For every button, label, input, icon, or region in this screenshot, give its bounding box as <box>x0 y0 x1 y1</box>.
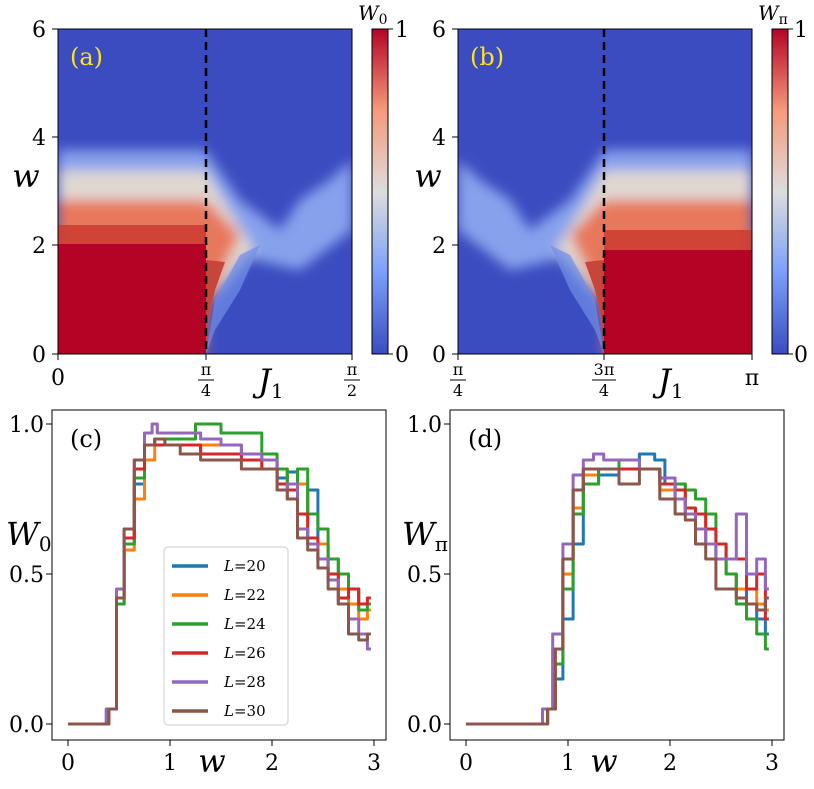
legend-label-1: L=22 <box>223 586 266 604</box>
panel-d-plot <box>466 452 769 726</box>
panel-a-cbar-1: 1 <box>395 18 409 43</box>
panel-a-ytick-4: 4 <box>32 126 46 151</box>
panel-d-series-L-24 <box>466 458 769 726</box>
panel-b-heatmap <box>458 29 752 354</box>
legend-label-3: L=26 <box>223 644 266 662</box>
panel-a-ytick-6: 6 <box>32 18 46 43</box>
panel-a-xtick-1-num: π <box>201 360 212 379</box>
panel-c-ylabel: W0 <box>6 515 52 556</box>
panel-c-axes: 0 1 2 3 w 0.0 0.5 1.0 W0 <box>6 413 381 780</box>
panel-a-ylabel: w <box>12 157 39 195</box>
panel-d-ytick-1: 1.0 <box>407 413 442 438</box>
panel-a-cbar-title: W0 <box>358 1 387 28</box>
panel-d-series-L-22 <box>466 467 769 726</box>
panel-c-series-L-30 <box>68 437 371 726</box>
panel-a-xtick-0: 0 <box>51 366 65 391</box>
panel-b-xtick-2: π <box>745 366 759 391</box>
panel-a-label: (a) <box>70 43 103 71</box>
panel-d-xtick-3: 3 <box>765 751 779 776</box>
panel-b-xtick-0-num: π <box>453 360 464 379</box>
legend: L=20 L=22 L=24 L=26 L=28 L=30 <box>163 546 289 726</box>
panel-c-xlabel: w <box>198 742 225 780</box>
panel-c-xtick-2: 2 <box>265 751 279 776</box>
panel-a-ytick-2: 2 <box>32 234 46 259</box>
panel-a-heatmap <box>58 29 352 354</box>
panel-a-xlabel: J1 <box>252 362 284 403</box>
panel-a-xtick-2-den: 2 <box>347 381 357 400</box>
panel-a-colorbar: 0 1 W0 <box>358 1 409 368</box>
panel-d-series-L-30 <box>466 467 769 726</box>
panel-c-ytick-1: 1.0 <box>9 413 44 438</box>
panel-a-ytick-0: 0 <box>32 343 46 368</box>
panel-d-axes: 0 1 2 3 w 0.0 0.5 1.0 Wπ <box>402 413 779 780</box>
panel-c-label: (c) <box>70 425 102 453</box>
panel-b-cbar-title: Wπ <box>758 1 788 28</box>
legend-label-0: L=20 <box>223 557 266 575</box>
panel-d-ytick-0: 0.0 <box>407 713 442 738</box>
legend-label-4: L=28 <box>223 673 266 691</box>
panel-d-ytick-05: 0.5 <box>407 563 442 588</box>
panel-b-xlabel: J1 <box>652 362 684 403</box>
panel-a-xtick-1-den: 4 <box>201 381 211 400</box>
panel-b-xtick-0-den: 4 <box>453 381 463 400</box>
panel-c-series-L-24 <box>68 422 371 726</box>
legend-label-5: L=30 <box>223 702 266 720</box>
panel-d-label: (d) <box>468 425 502 453</box>
panel-c-xtick-3: 3 <box>367 751 381 776</box>
panel-b-xtick-1-den: 4 <box>599 381 609 400</box>
panel-d-xtick-1: 1 <box>561 751 575 776</box>
panel-b-ytick-0: 0 <box>432 343 446 368</box>
panel-c-ytick-0: 0.0 <box>9 713 44 738</box>
panel-a-xtick-2-num: π <box>347 360 358 379</box>
panel-d-xlabel: w <box>590 742 617 780</box>
panel-b-colorbar: 0 1 Wπ <box>758 1 808 368</box>
panel-c-xtick-0: 0 <box>61 751 75 776</box>
panel-b-label: (b) <box>470 43 504 71</box>
panel-b-xtick-1-num: 3π <box>594 360 615 379</box>
panel-b-ytick-4: 4 <box>432 126 446 151</box>
panel-c-ytick-05: 0.5 <box>9 563 44 588</box>
panel-c-xtick-1: 1 <box>163 751 177 776</box>
panel-b-ylabel: w <box>414 157 441 195</box>
panel-d-xtick-0: 0 <box>459 751 473 776</box>
panel-d-series-L-26 <box>466 467 769 726</box>
panel-b-axes: π 4 3π 4 π J1 0 2 4 6 w <box>414 18 759 403</box>
panel-c-plot <box>68 422 371 726</box>
panel-a-cbar-0: 0 <box>395 343 409 368</box>
panel-b-cbar-1: 1 <box>794 18 808 43</box>
panel-d-ylabel: Wπ <box>402 515 448 556</box>
panel-c-frame <box>51 409 387 741</box>
panel-b-cbar-0: 0 <box>794 343 808 368</box>
panel-d-xtick-2: 2 <box>663 751 677 776</box>
panel-a-axes: 0 π 4 π 2 J1 0 2 4 6 w <box>12 18 360 403</box>
legend-label-2: L=24 <box>223 615 266 633</box>
panel-d-frame <box>449 409 785 741</box>
panel-b-ytick-6: 6 <box>432 18 446 43</box>
panel-b-ytick-2: 2 <box>432 234 446 259</box>
